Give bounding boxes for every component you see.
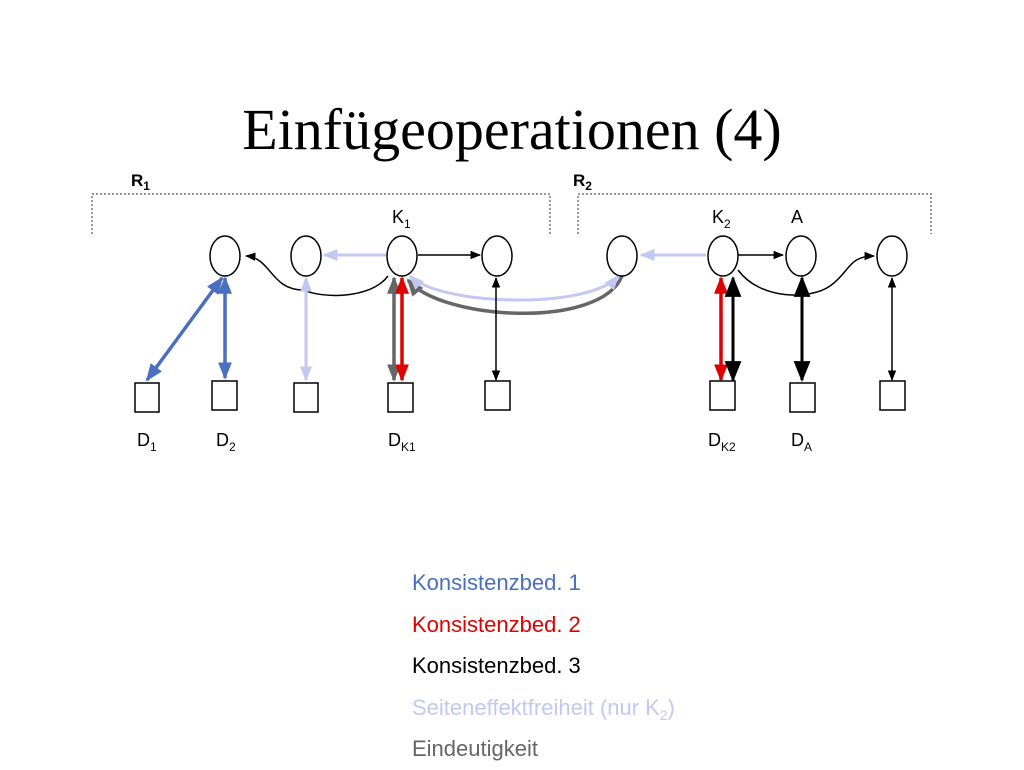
doc-label-d1: D1: [137, 430, 157, 454]
node-a: [785, 235, 817, 277]
legend-item-konsistenz-1: Konsistenzbed. 1: [412, 570, 581, 595]
doc-box-dk1: [387, 382, 414, 413]
node-k2: [707, 235, 739, 277]
legend: Konsistenzbed. 1 Konsistenzbed. 2 Konsis…: [412, 562, 675, 770]
doc-label-da: DA: [791, 430, 812, 454]
node-label-k2: K2: [712, 207, 731, 231]
tuple-nodes: [209, 235, 908, 277]
node-n5: [606, 235, 638, 277]
doc-label-d2: D2: [216, 430, 236, 454]
group-bracket-r1: [91, 193, 551, 234]
group-bracket-r2: [577, 193, 932, 234]
legend-item-seiteneffektfreiheit: Seiteneffektfreiheit (nur K2): [412, 694, 675, 723]
curve-gray-eindeutigkeit: [406, 275, 624, 316]
doc-box-dk2: [709, 380, 736, 411]
node-n1: [209, 235, 241, 277]
legend-item-konsistenz-2: Konsistenzbed. 2: [412, 611, 581, 637]
arrow-n1-d1-blue: [145, 276, 224, 382]
node-label-k1: K1: [392, 207, 411, 231]
group-label-r2: R2: [573, 171, 592, 193]
slide-title: Einfügeoperationen (4): [242, 97, 782, 162]
curve-k1-loop: [303, 275, 389, 297]
document-boxes: [134, 380, 906, 413]
doc-box-d2: [211, 380, 238, 411]
curve-lavender-k1-n5: [408, 274, 620, 302]
doc-label-dk2: DK2: [708, 430, 736, 454]
doc-box-3: [293, 382, 319, 413]
legend-item-konsistenz-3: Konsistenzbed. 3: [412, 653, 581, 678]
doc-box-da: [789, 382, 816, 413]
node-n2: [290, 235, 322, 277]
curve-a-to-last: [829, 251, 876, 287]
legend-item-eindeutigkeit: Eindeutigkeit: [412, 736, 538, 761]
curve-a-loop-left: [737, 269, 831, 296]
doc-box-8: [879, 380, 906, 411]
doc-box-5: [484, 380, 511, 411]
doc-label-dk1: DK1: [388, 430, 416, 454]
group-label-r1: R1: [131, 171, 150, 193]
curve-k1-to-n1: [244, 252, 305, 291]
node-label-a: A: [791, 207, 803, 227]
doc-box-d1: [134, 382, 160, 413]
node-n8: [876, 235, 908, 277]
node-k1: [386, 235, 418, 277]
node-n4: [481, 235, 513, 277]
